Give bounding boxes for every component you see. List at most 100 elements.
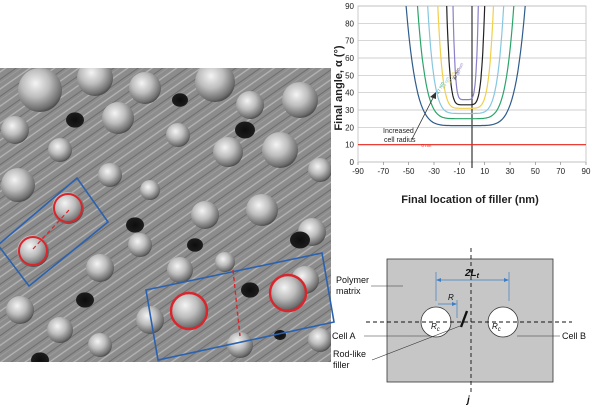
series-line (405, 5, 526, 127)
cavity (126, 217, 144, 233)
cell-b-label: Cell B (562, 331, 586, 341)
cavity (187, 238, 203, 252)
cell-b-radius-label: Rc (492, 322, 501, 333)
filler-label-line2: filler (333, 360, 350, 370)
rod-filler (459, 310, 469, 328)
polymer-label-line1: Polymer (336, 275, 369, 285)
filler-sphere (129, 72, 161, 104)
cell-circle (169, 291, 209, 331)
spacing-arrowhead-right (504, 278, 509, 282)
series-line (416, 5, 515, 120)
series-line (452, 5, 479, 101)
chart-annotation: Increased cell radius (383, 92, 436, 144)
y-tick-label: 30 (345, 106, 354, 115)
chart-grid (357, 5, 587, 168)
cavity (290, 231, 310, 249)
series-line (427, 5, 505, 115)
filler-sphere (215, 252, 235, 272)
series-line (446, 5, 486, 106)
filler-sphere (213, 137, 243, 167)
radius-label: R (448, 293, 454, 302)
chart-x-axis-label: Final location of filler (nm) (401, 194, 539, 206)
filler-sphere (236, 91, 264, 119)
x-tick-label: -70 (378, 167, 390, 176)
radius-arrowhead (452, 302, 457, 306)
filler-sphere (262, 132, 298, 168)
cavity (241, 282, 259, 298)
filler-sphere (170, 292, 208, 330)
series-label: 44 nm (441, 76, 450, 90)
filler-sphere (6, 296, 34, 324)
filler-sphere (98, 163, 122, 187)
annotation-line2: cell radius (384, 137, 416, 144)
filler-sphere (1, 116, 29, 144)
filler-sphere (308, 328, 331, 352)
x-tick-label: 30 (506, 167, 515, 176)
x-tick-label: -10 (454, 167, 466, 176)
cell-circle (18, 236, 48, 266)
y-tick-label: 50 (345, 71, 354, 80)
filler-sphere (102, 102, 134, 134)
filler-sphere (191, 201, 219, 229)
chart-series (358, 5, 586, 146)
cavity (172, 93, 188, 107)
filler-sphere (88, 333, 112, 357)
filler-sphere (17, 235, 49, 267)
cavity (31, 352, 49, 362)
y-tick-label: 20 (345, 123, 354, 132)
y-tick-label: 70 (345, 37, 354, 46)
y-tick-label: 10 (345, 141, 354, 150)
x-tick-label: 90 (582, 167, 591, 176)
y-tick-label: 60 (345, 54, 354, 63)
filler-sphere (52, 192, 84, 224)
cell-a-label: Cell A (332, 331, 356, 341)
cell-a-radius-label: Rc (431, 322, 440, 333)
filler-sphere (270, 275, 306, 311)
annotation-arrowhead (430, 92, 436, 99)
series-label: 47 nm (435, 81, 444, 95)
spacing-arrowhead-left (436, 278, 441, 282)
filler-sphere (167, 257, 193, 283)
spacing-label: 2Lt (464, 268, 480, 280)
series-line (437, 5, 495, 109)
filler-label-line1: Rod-like (333, 349, 366, 359)
series-label: 30 nm (455, 62, 464, 76)
x-tick-label: 50 (531, 167, 540, 176)
chart-tick-labels: 0 10 20 30 40 50 60 70 80 90 -90 -70 -50 -30 -10 10 30 50… (345, 2, 591, 176)
filler-sphere (128, 233, 152, 257)
y-tick-label: 0 (350, 158, 355, 167)
filler-sphere (47, 317, 73, 343)
filler-leader (371, 325, 461, 361)
cell-circle (268, 273, 308, 313)
series-label: 0 nm (421, 143, 431, 148)
annotation-arrow (411, 95, 435, 140)
filler-sphere (18, 68, 62, 112)
x-tick-label: -30 (428, 167, 440, 176)
filler-sphere (282, 82, 318, 118)
filler-sphere (136, 306, 164, 334)
filler-sphere (140, 180, 160, 200)
polymer-label-line2: matrix (336, 286, 361, 296)
filler-sphere (166, 123, 190, 147)
x-tick-label: 10 (480, 167, 489, 176)
cavity (66, 112, 84, 128)
filler-sphere (246, 194, 278, 226)
filler-sphere (1, 168, 35, 202)
j-axis-label: j (465, 395, 470, 406)
series-label: 30 nm (452, 67, 461, 81)
y-tick-label: 90 (345, 2, 354, 11)
y-tick-label: 80 (345, 19, 354, 28)
right-highlight-box (145, 252, 335, 361)
cavity (76, 292, 94, 308)
filler-sphere (86, 254, 114, 282)
filler-sphere (308, 158, 331, 182)
chart-y-axis-label: Final angle, α (°) (333, 45, 345, 130)
filler-sphere (195, 68, 235, 102)
x-tick-label: -50 (403, 167, 415, 176)
polymer-matrix-block (386, 258, 554, 383)
x-tick-label: -90 (352, 167, 364, 176)
